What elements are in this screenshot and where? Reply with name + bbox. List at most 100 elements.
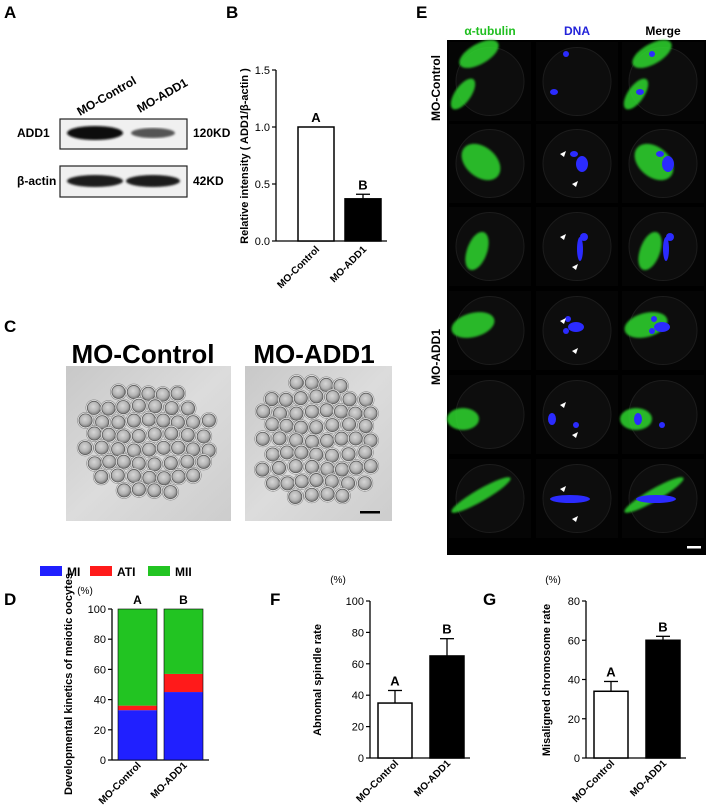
micrograph-r3-c2: [536, 207, 618, 286]
chromosome-signal: [550, 495, 590, 503]
oocyte-body: [147, 483, 162, 498]
micrograph-r5-c2: [536, 375, 618, 454]
oocyte-outline: [542, 212, 612, 281]
blot-label-actin: β-actin: [17, 174, 56, 188]
panel-f: F 0 20 40 60 80 100(%) Abnomal spindle rate A MO…: [270, 575, 470, 805]
chromosome-signal: [636, 89, 644, 95]
band-add1-knockdown: [131, 128, 175, 138]
chromosome-signal: [577, 237, 583, 261]
chart-d: 0 20 40 60 80 100 (%)Developmental kinetics of…: [63, 573, 209, 807]
micrograph-r4-c3: [622, 291, 704, 370]
oocyte-body: [333, 404, 348, 419]
panel-letter-g: G: [483, 590, 496, 609]
bar-ati-1: [164, 673, 203, 693]
chromosome-signal: [663, 237, 669, 261]
oocyte-body: [147, 427, 162, 442]
micrograph-r1-c2: [536, 42, 618, 121]
oocyte-body: [180, 428, 195, 443]
column-label-dna: DNA: [564, 24, 590, 38]
y-tick-label: 60: [568, 635, 580, 647]
lane-label-mo-control: MO-Control: [75, 73, 139, 118]
x-category-label: MO-Control: [570, 758, 617, 805]
oocyte-body: [279, 392, 294, 407]
blot-size-add1: 120KD: [193, 126, 231, 140]
oocyte-body: [342, 392, 357, 407]
panel-letter-a: A: [4, 3, 16, 22]
blot-label-add1: ADD1: [17, 126, 50, 140]
oocyte-body: [78, 440, 93, 455]
y-tick-label: 0: [358, 753, 364, 765]
oocyte-body: [264, 392, 279, 407]
column-label-tubulin: α-tubulin: [464, 24, 515, 38]
oocyte-body: [272, 460, 287, 475]
legend-swatch-mi: [40, 566, 62, 576]
oocyte-body: [255, 431, 270, 446]
spindle-signal: [623, 78, 649, 110]
y-axis-title: Relative intensity ( ADD1/β-actin ): [239, 68, 251, 244]
oocyte-body: [357, 476, 372, 491]
spindle-signal: [638, 231, 662, 271]
x-category-label: MO-ADD1: [412, 758, 453, 799]
y-tick-label: 0.0: [255, 236, 270, 248]
y-unit-label: (%): [77, 586, 93, 597]
chromosome-signal: [659, 422, 665, 428]
x-category-label: MO-Control: [275, 244, 322, 291]
row-group-label-mo-add1: MO-ADD1: [429, 329, 443, 385]
micrograph-r3-c1: [449, 207, 531, 286]
chromosome-signal: [649, 51, 655, 57]
oocyte-body: [325, 390, 340, 405]
panel-d: D MI ATI MII 0 20 40 60 80 100 (%)Developmental …: [4, 565, 209, 807]
oocyte-body: [280, 476, 295, 491]
micrograph-tiles: [447, 40, 704, 538]
micrograph-r4-c2: [536, 291, 618, 370]
y-tick-label: 80: [352, 627, 364, 639]
oocyte-body: [293, 391, 308, 406]
oocyte-body: [309, 389, 324, 404]
spindle-signal: [459, 40, 499, 68]
legend-label-ati: ATI: [117, 565, 135, 579]
y-tick-label: 20: [568, 714, 580, 726]
legend-label-mi: MI: [67, 565, 80, 579]
y-unit-label: (%): [330, 575, 346, 586]
oocyte-outline: [542, 47, 612, 116]
oocyte-outline: [628, 212, 698, 281]
band-actin-knockdown: [126, 175, 180, 187]
oocyte-body: [131, 398, 146, 413]
oocyte-body: [359, 392, 374, 407]
chromosome-signal: [568, 322, 584, 332]
legend-d: MI ATI MII: [40, 565, 192, 579]
chart-g: 0 20 40 60 80 (%) Misaligned chromosome rate A M…: [541, 575, 686, 805]
oocyte-body: [309, 420, 324, 435]
spindle-signal: [465, 231, 489, 271]
micrograph-r6-c3: [622, 459, 704, 538]
panel-e: E α-tubulin DNA Merge MO-Control MO-ADD1: [416, 3, 706, 555]
legend-swatch-mii: [148, 566, 170, 576]
oocyte-body: [265, 417, 280, 432]
oocyte-body: [156, 413, 171, 428]
oocyte-body: [102, 454, 117, 469]
y-tick-label: 40: [352, 690, 364, 702]
significance-letter: B: [179, 593, 188, 607]
bar-1: [429, 655, 465, 759]
oocyte-body: [294, 474, 309, 489]
oocyte-body: [180, 454, 195, 469]
y-tick-label: 100: [346, 596, 364, 608]
oocyte-body: [141, 412, 156, 427]
significance-letter: B: [658, 619, 667, 634]
column-label-merge: Merge: [645, 24, 681, 38]
scale-bar-e: [687, 546, 701, 549]
spindle-signal: [451, 477, 511, 513]
micrograph-r3-c3: [622, 207, 704, 286]
significance-letter: A: [606, 664, 616, 679]
y-tick-label: 20: [352, 722, 364, 734]
oocyte-body: [201, 413, 216, 428]
oocyte-body: [272, 431, 287, 446]
panel-letter-b: B: [226, 3, 238, 22]
blot-size-actin: 42KD: [193, 174, 224, 188]
arrowhead-marker: [572, 348, 578, 354]
chromosome-signal: [576, 156, 588, 172]
oocyte-body: [342, 417, 357, 432]
bar-mi-1: [164, 692, 203, 760]
micrograph-r5-c1: [447, 375, 531, 454]
image-label-mo-control: MO-Control: [72, 339, 215, 369]
